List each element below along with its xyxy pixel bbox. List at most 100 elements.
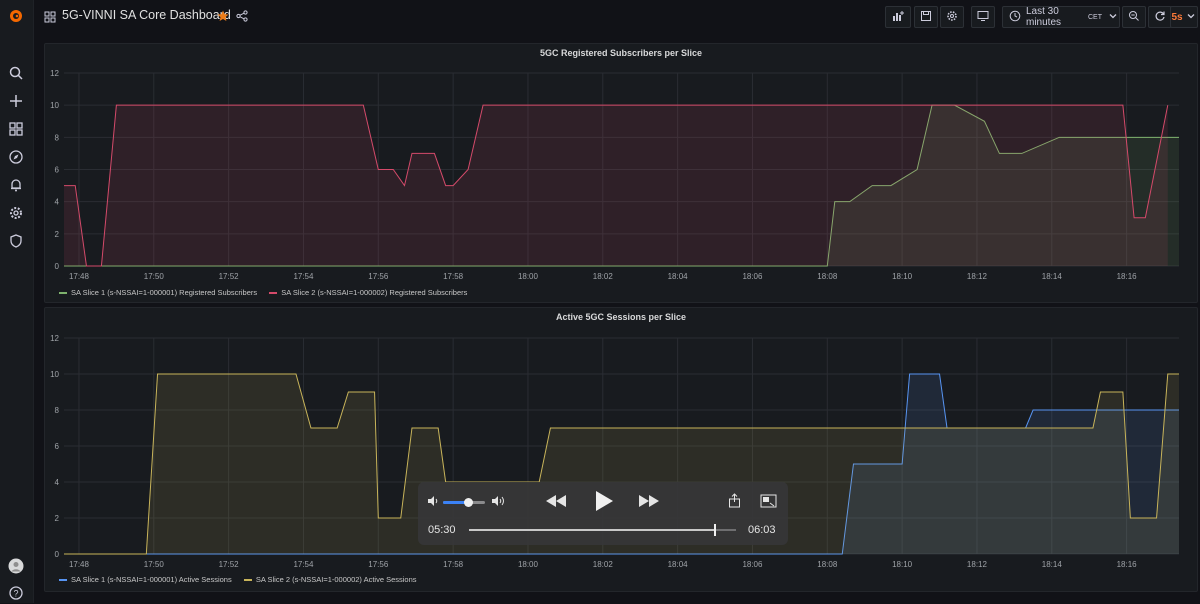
dashboards-grid-icon[interactable] — [5, 118, 27, 140]
x-tick-label: 17:56 — [368, 560, 389, 569]
user-avatar[interactable] — [5, 555, 27, 577]
progress-bar[interactable] — [469, 524, 736, 536]
x-tick-label: 18:06 — [742, 560, 763, 569]
panel-title[interactable]: 5GC Registered Subscribers per Slice — [539, 48, 703, 58]
help-icon[interactable]: ? — [5, 582, 27, 604]
dashboard-settings-button[interactable] — [940, 6, 964, 28]
svg-text:?: ? — [13, 588, 18, 598]
x-tick-label: 18:04 — [668, 560, 689, 569]
x-tick-label: 18:08 — [817, 272, 838, 281]
x-tick-label: 17:54 — [293, 560, 314, 569]
x-tick-label: 18:16 — [1117, 560, 1138, 569]
progress-playhead[interactable] — [713, 524, 716, 536]
add-panel-button[interactable] — [885, 6, 911, 28]
save-dashboard-button[interactable] — [914, 6, 938, 28]
x-tick-label: 18:00 — [518, 560, 539, 569]
legend-item-slice2[interactable]: SA Slice 2 (s-NSSAI=1-000002) Registered… — [269, 288, 467, 297]
fast-forward-icon[interactable] — [638, 494, 660, 513]
time-range-picker[interactable]: Last 30 minutes CET — [1002, 6, 1120, 28]
gear-icon[interactable] — [5, 202, 27, 224]
panel-title[interactable]: Active 5GC Sessions per Slice — [555, 312, 687, 322]
save-icon — [920, 10, 932, 25]
x-tick-label: 17:52 — [219, 560, 240, 569]
rewind-icon[interactable] — [545, 494, 567, 513]
top-bar: 5G-VINNI SA Core Dashboard Last 30 minut… — [34, 0, 1200, 33]
series-area-2 — [64, 374, 1179, 554]
monitor-icon — [977, 10, 989, 25]
x-tick-label: 18:10 — [892, 272, 913, 281]
series-area-2 — [64, 105, 1168, 266]
legend-swatch — [243, 579, 252, 582]
search-icon[interactable] — [5, 62, 27, 84]
x-tick-label: 18:10 — [892, 560, 913, 569]
y-tick-label: 4 — [55, 478, 60, 487]
refresh-button[interactable] — [1148, 6, 1172, 28]
series-area-1 — [64, 374, 1179, 554]
y-tick-label: 12 — [50, 334, 59, 343]
share-icon[interactable] — [728, 493, 741, 513]
x-tick-label: 17:56 — [368, 272, 389, 281]
x-tick-label: 18:00 — [518, 272, 539, 281]
legend-label: SA Slice 2 (s-NSSAI=1-000002) Active Ses… — [255, 575, 417, 584]
volume-knob[interactable] — [464, 498, 474, 507]
x-tick-label: 18:14 — [1042, 272, 1063, 281]
legend-swatch — [59, 579, 67, 582]
chart-legend: SA Slice 1 (s-NSSAI=1-000001) Active Ses… — [59, 575, 427, 584]
x-tick-label: 17:48 — [69, 272, 90, 281]
zoom-out-button[interactable] — [1122, 6, 1146, 28]
gear-icon — [946, 10, 958, 25]
chevron-down-icon — [1107, 10, 1119, 25]
dashboard-title[interactable]: 5G-VINNI SA Core Dashboard — [62, 8, 231, 22]
x-tick-label: 18:04 — [668, 272, 689, 281]
elapsed-time: 05:30 — [428, 524, 456, 536]
refresh-icon — [1154, 10, 1166, 25]
series-line-2[interactable] — [64, 104, 1169, 267]
play-icon[interactable] — [594, 490, 614, 517]
legend-swatch — [269, 292, 278, 295]
x-tick-label: 17:58 — [443, 272, 464, 281]
picture-in-picture-icon[interactable] — [760, 494, 777, 513]
y-tick-label: 8 — [55, 406, 60, 415]
x-tick-label: 18:12 — [967, 560, 988, 569]
x-tick-label: 18:08 — [817, 560, 838, 569]
compass-icon[interactable] — [5, 146, 27, 168]
add-panel-icon — [892, 10, 904, 25]
plus-icon[interactable] — [5, 90, 27, 112]
volume-max-icon[interactable] — [490, 494, 508, 513]
dashboard-grid-icon — [44, 10, 56, 23]
y-tick-label: 2 — [55, 514, 60, 523]
volume-icon[interactable] — [426, 494, 440, 513]
y-tick-label: 12 — [50, 69, 59, 78]
legend-label: SA Slice 2 (s-NSSAI=1-000002) Registered… — [281, 288, 468, 297]
time-range-label: Last 30 minutes — [1026, 6, 1062, 28]
y-tick-label: 0 — [55, 262, 60, 271]
active-sessions-chart[interactable]: 0 2 4 6 8 10 12 17:48 17:50 17:52 17:54 17:56 17:58 1… — [45, 308, 1197, 591]
x-tick-label: 18:06 — [742, 272, 763, 281]
y-tick-label: 2 — [55, 230, 60, 239]
series-line-1[interactable] — [64, 373, 1179, 555]
refresh-interval-label: 5s — [1171, 11, 1183, 23]
y-tick-label: 6 — [55, 442, 60, 451]
refresh-interval-picker[interactable]: 5s — [1170, 6, 1198, 28]
x-tick-label: 17:50 — [144, 272, 165, 281]
shield-icon[interactable] — [5, 230, 27, 252]
star-icon[interactable] — [217, 9, 229, 21]
legend-item-slice1[interactable]: SA Slice 1 (s-NSSAI=1-000001) Active Ses… — [59, 575, 232, 584]
volume-slider[interactable] — [443, 498, 485, 507]
series-area-1 — [64, 105, 1179, 266]
x-tick-label: 18:16 — [1117, 272, 1138, 281]
x-tick-label: 18:14 — [1042, 560, 1063, 569]
y-tick-label: 4 — [55, 198, 60, 207]
y-tick-label: 0 — [55, 550, 60, 559]
active-sessions-panel[interactable]: Active 5GC Sessions per Slice 0 2 4 6 8 10 12 1… — [44, 307, 1198, 592]
x-tick-label: 18:02 — [593, 560, 614, 569]
grafana-logo-icon[interactable] — [5, 5, 27, 27]
share-icon[interactable] — [236, 9, 248, 22]
legend-item-slice1[interactable]: SA Slice 1 (s-NSSAI=1-000001) Registered… — [59, 288, 257, 297]
legend-item-slice2[interactable]: SA Slice 2 (s-NSSAI=1-000002) Active Ses… — [243, 575, 417, 584]
registered-subscribers-panel[interactable]: 5GC Registered Subscribers per Slice 0 2 4… — [44, 43, 1198, 303]
bell-icon[interactable] — [5, 174, 27, 196]
chart-legend: SA Slice 1 (s-NSSAI=1-000001) Registered… — [59, 288, 477, 297]
registered-subscribers-chart[interactable]: 0 2 4 6 8 10 12 17:48 17:50 17:52 17:54 17:56 17:58 1… — [45, 44, 1197, 302]
cycle-view-mode-button[interactable] — [971, 6, 995, 28]
